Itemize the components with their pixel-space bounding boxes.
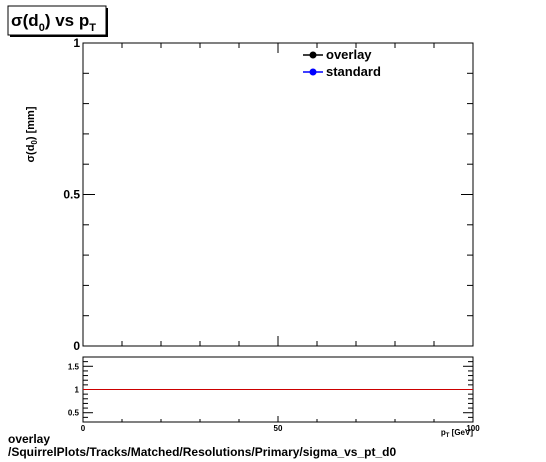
- ratio-y-tick-label: 1.5: [68, 362, 80, 371]
- title-shadow: [106, 8, 108, 37]
- legend-label-overlay: overlay: [326, 47, 372, 62]
- legend-label-standard: standard: [326, 64, 381, 79]
- footer-path: /SquirrelPlots/Tracks/Matched/Resolution…: [8, 445, 397, 459]
- y-axis-title: σ(d0) [mm]: [25, 106, 39, 162]
- main-plot: 0 0.5 1 σ(d0) [mm]: [25, 36, 474, 353]
- legend-marker-overlay: [309, 51, 317, 59]
- title-frame: [7, 5, 107, 36]
- ratio-x-tick-label: 0: [81, 424, 86, 433]
- y-tick-label: 0: [73, 339, 80, 353]
- y-tick-label: 1: [73, 36, 80, 50]
- legend-marker-standard: [309, 68, 317, 76]
- ratio-x-tick-label: 100: [466, 424, 480, 433]
- ratio-y-tick-label: 0.5: [68, 409, 80, 418]
- footer-label: overlay: [8, 432, 51, 446]
- main-frame: [82, 42, 474, 347]
- legend: overlay standard: [303, 47, 381, 79]
- title-shadow: [10, 35, 108, 37]
- ratio-y-tick-label: 1: [75, 386, 80, 395]
- ratio-x-tick-label: 50: [274, 424, 283, 433]
- y-tick-label: 0.5: [63, 188, 80, 202]
- x-axis-title: pT [GeV]: [441, 428, 473, 439]
- chart-title: σ(d0) vs pT: [11, 11, 96, 34]
- title-box: σ(d0) vs pT: [7, 5, 108, 37]
